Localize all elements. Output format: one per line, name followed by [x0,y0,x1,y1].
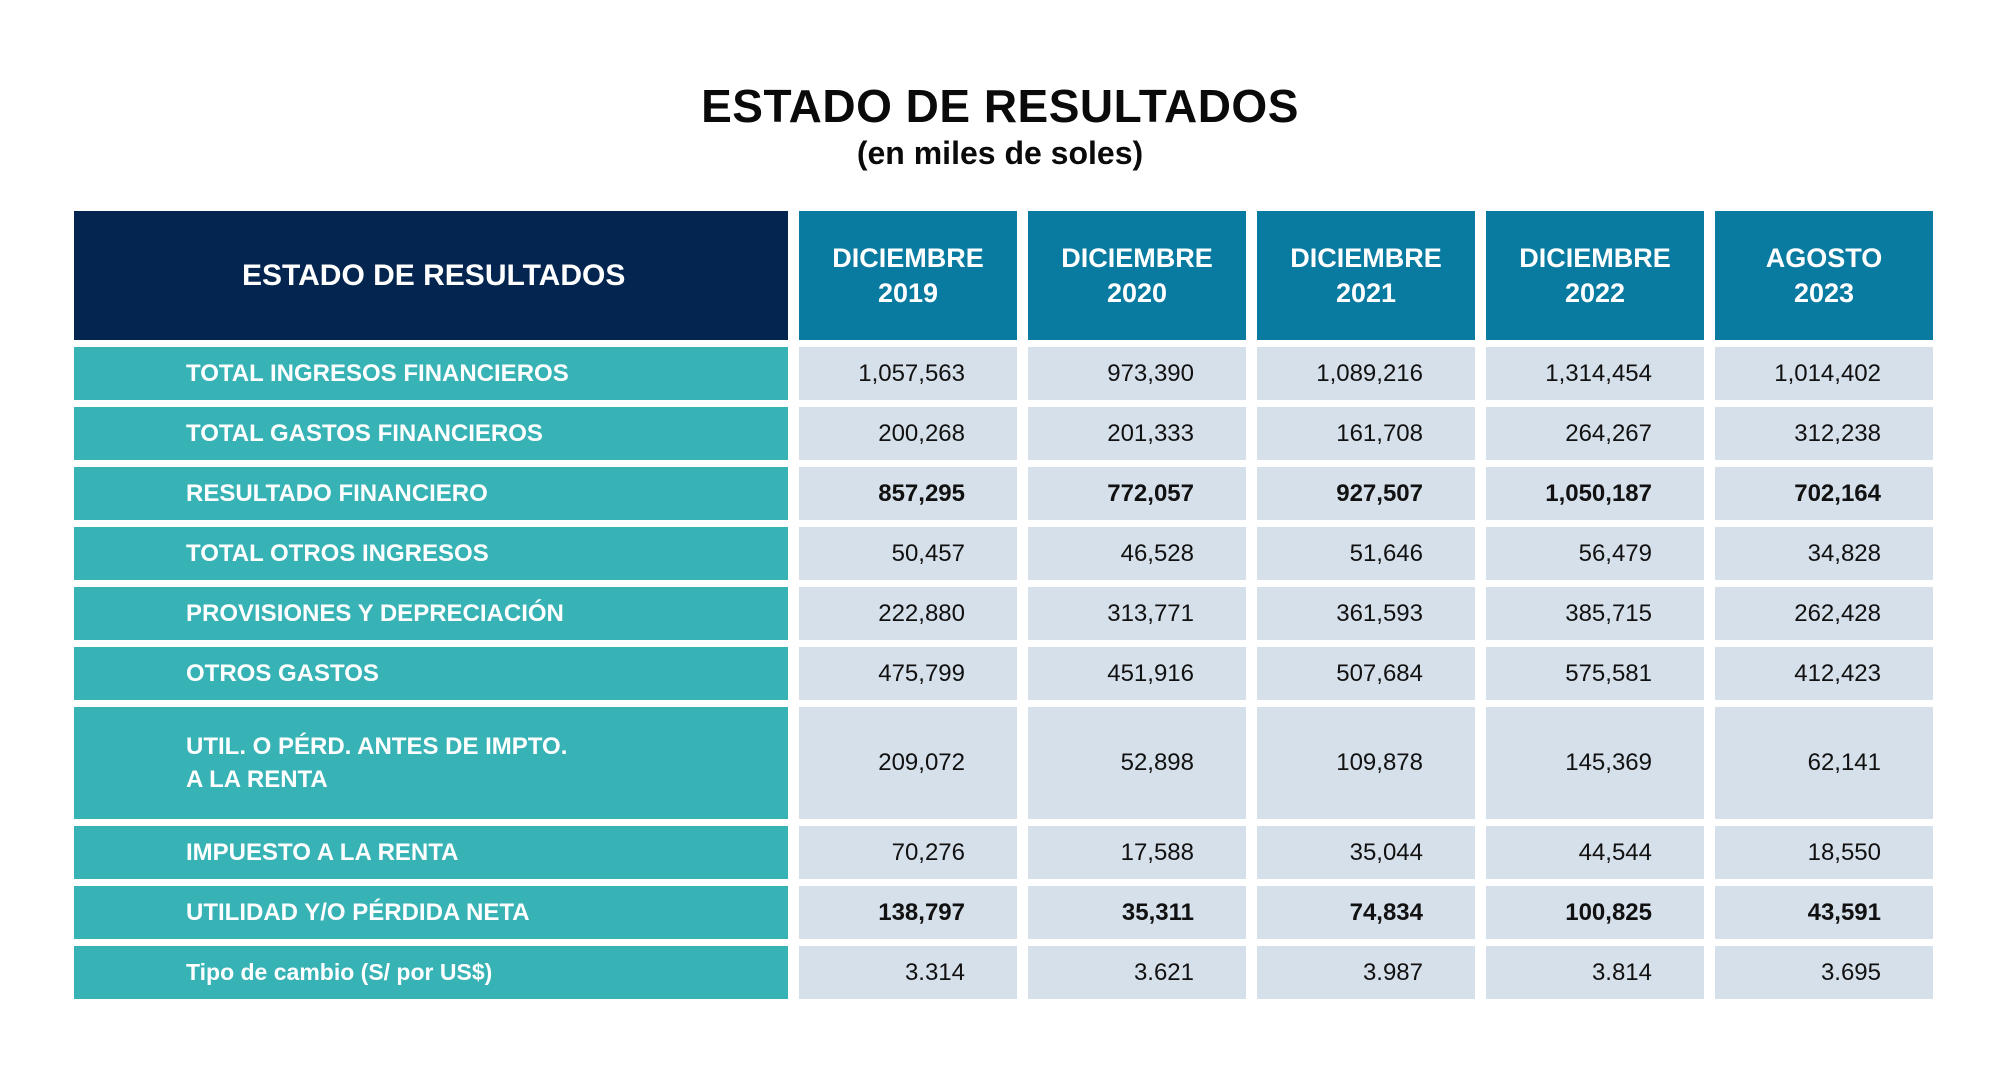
table-cell: 74,834 [1257,886,1475,939]
row-label-provisiones-y-depreciacion: PROVISIONES Y DEPRECIACIÓN [74,587,788,640]
row-label-total-ingresos-financieros: TOTAL INGRESOS FINANCIEROS [74,347,788,400]
row-label-total-otros-ingresos: TOTAL OTROS INGRESOS [74,527,788,580]
table-cell: 1,014,402 [1715,347,1933,400]
table-cell: 46,528 [1028,527,1246,580]
table-cell: 312,238 [1715,407,1933,460]
column-header-2021: DICIEMBRE 2021 [1257,211,1475,340]
table-cell: 44,544 [1486,826,1704,879]
table-cell: 1,050,187 [1486,467,1704,520]
row-label-otros-gastos: OTROS GASTOS [74,647,788,700]
column-header-line1: DICIEMBRE [1061,242,1213,273]
row-label-impuesto-a-la-renta: IMPUESTO A LA RENTA [74,826,788,879]
table-cell: 50,457 [799,527,1017,580]
table-cell: 18,550 [1715,826,1933,879]
table-cell: 361,593 [1257,587,1475,640]
table-cell: 51,646 [1257,527,1475,580]
table-cell: 262,428 [1715,587,1933,640]
column-header-line1: DICIEMBRE [1519,242,1671,273]
table-cell: 222,880 [799,587,1017,640]
table-cell: 475,799 [799,647,1017,700]
column-header-line1: DICIEMBRE [1290,242,1442,273]
table-header-label: ESTADO DE RESULTADOS [74,211,788,340]
table-cell: 43,591 [1715,886,1933,939]
column-header-line1: AGOSTO [1765,242,1883,273]
table-cell: 100,825 [1486,886,1704,939]
table-cell: 34,828 [1715,527,1933,580]
column-header-2023: AGOSTO 2023 [1715,211,1933,340]
table-cell: 35,044 [1257,826,1475,879]
table-cell: 145,369 [1486,707,1704,819]
table-cell: 109,878 [1257,707,1475,819]
table-cell: 62,141 [1715,707,1933,819]
table-cell: 70,276 [799,826,1017,879]
row-label-utilidad-neta: UTILIDAD Y/O PÉRDIDA NETA [74,886,788,939]
table-cell: 17,588 [1028,826,1246,879]
table-cell: 385,715 [1486,587,1704,640]
column-header-2022: DICIEMBRE 2022 [1486,211,1704,340]
income-statement-table: ESTADO DE RESULTADOS DICIEMBRE 2019 DICI… [74,211,1933,999]
table-cell: 3.814 [1486,946,1704,999]
column-header-line2: 2022 [1564,277,1626,308]
table-cell: 507,684 [1257,647,1475,700]
table-cell: 161,708 [1257,407,1475,460]
table-cell: 772,057 [1028,467,1246,520]
row-label-resultado-financiero: RESULTADO FINANCIERO [74,467,788,520]
table-cell: 857,295 [799,467,1017,520]
page-title: ESTADO DE RESULTADOS [701,80,1299,132]
table-cell: 3.695 [1715,946,1933,999]
column-header-2019: DICIEMBRE 2019 [799,211,1017,340]
column-header-2020: DICIEMBRE 2020 [1028,211,1246,340]
table-cell: 200,268 [799,407,1017,460]
table-cell: 927,507 [1257,467,1475,520]
table-cell: 264,267 [1486,407,1704,460]
row-label-utilidad-antes-de-impuesto: UTIL. O PÉRD. ANTES DE IMPTO. A LA RENTA [74,707,788,819]
table-cell: 56,479 [1486,527,1704,580]
table-cell: 412,423 [1715,647,1933,700]
table-cell: 575,581 [1486,647,1704,700]
column-header-line2: 2023 [1793,277,1855,308]
column-header-line1: DICIEMBRE [832,242,984,273]
column-header-line2: 2020 [1106,277,1168,308]
table-cell: 1,314,454 [1486,347,1704,400]
table-cell: 1,089,216 [1257,347,1475,400]
column-header-line2: 2019 [877,277,939,308]
table-cell: 973,390 [1028,347,1246,400]
table-cell: 3.621 [1028,946,1246,999]
row-label-tipo-de-cambio: Tipo de cambio (S/ por US$) [74,946,788,999]
table-cell: 138,797 [799,886,1017,939]
row-label-total-gastos-financieros: TOTAL GASTOS FINANCIEROS [74,407,788,460]
table-cell: 3.314 [799,946,1017,999]
table-cell: 201,333 [1028,407,1246,460]
table-cell: 52,898 [1028,707,1246,819]
column-header-line2: 2021 [1335,277,1397,308]
table-cell: 35,311 [1028,886,1246,939]
page-subtitle: (en miles de soles) [856,135,1144,171]
table-cell: 313,771 [1028,587,1246,640]
table-cell: 209,072 [799,707,1017,819]
table-cell: 451,916 [1028,647,1246,700]
table-cell: 3.987 [1257,946,1475,999]
table-cell: 702,164 [1715,467,1933,520]
table-cell: 1,057,563 [799,347,1017,400]
